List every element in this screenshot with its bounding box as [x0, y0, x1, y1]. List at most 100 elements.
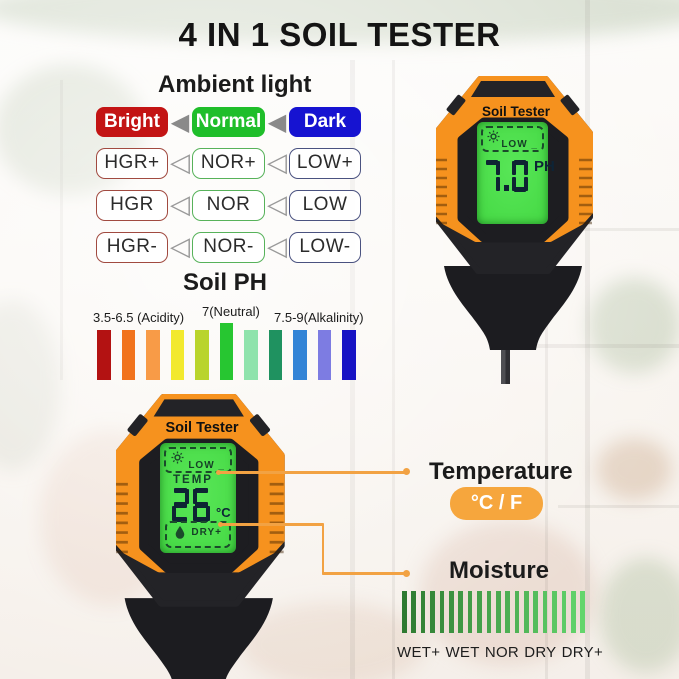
callout-dot: [403, 569, 410, 577]
temperature-heading: Temperature: [429, 458, 573, 485]
moisture-bar: [411, 591, 416, 633]
light-status: LOW _: [501, 139, 538, 150]
moisture-bar: [477, 591, 482, 633]
right-plant-upper: [588, 278, 679, 373]
ph-bar: [317, 330, 331, 380]
arrow-left-icon: ◀: [267, 107, 287, 136]
moisture-bar: [495, 591, 501, 633]
callout-dot: [218, 521, 223, 527]
decimal-point: [504, 185, 509, 191]
right-plant-lower: [600, 558, 679, 673]
cell-low-plus: LOW+: [289, 147, 361, 179]
celsius-fahrenheit-badge: °C / F: [450, 487, 543, 520]
shelf-line: [558, 505, 679, 508]
ph-bar: [121, 330, 135, 380]
callout-dot: [403, 468, 410, 475]
moisture-bar: [552, 591, 557, 633]
callout-dot: [216, 469, 221, 475]
ph-bar: [293, 330, 307, 380]
moisture-callout-line: [321, 572, 408, 575]
arrow-outline-icon: ◁: [170, 232, 190, 262]
ph-bar: [219, 323, 233, 380]
device-bottom-screen: LOW _ TEMP °C DRY+: [160, 443, 236, 553]
sun-icon: [487, 130, 500, 143]
moisture-bar: [430, 591, 435, 633]
left-plant: [0, 300, 60, 470]
ph-bar: [342, 330, 356, 380]
ph-value-digits: [484, 160, 532, 192]
temp-value-row: °C: [172, 488, 231, 522]
moisture-scale-bars: [402, 591, 586, 633]
moisture-heading: Moisture: [449, 557, 550, 584]
moisture-bar: [571, 591, 576, 633]
cell-low-minus: LOW-: [289, 231, 361, 263]
temp-unit: °C: [216, 505, 231, 520]
temperature-callout-line: [219, 471, 407, 474]
ph-unit: PH: [534, 158, 555, 175]
moisture-bar: [505, 591, 510, 633]
scale-label-dry: DRY: [524, 644, 557, 661]
light-indicator-box: LOW _: [481, 126, 544, 152]
arrow-outline-icon: ◁: [170, 148, 190, 178]
moisture-bar: [542, 591, 548, 633]
moisture-bar: [402, 591, 407, 633]
ph-bar: [146, 330, 160, 380]
arrow-outline-icon: ◁: [267, 190, 287, 220]
cell-hgr-plus: HGR+: [96, 147, 168, 179]
sun-icon: [171, 451, 184, 464]
light-indicator-box: LOW _: [164, 447, 232, 473]
wicker-basket: [596, 438, 672, 500]
ph-bar: [244, 330, 258, 380]
temp-value-digits: [172, 488, 214, 522]
moisture-bar: [514, 591, 520, 633]
device-top-label: Soil Tester: [481, 104, 551, 119]
moisture-bar: [486, 591, 492, 633]
ph-bar: [97, 330, 111, 380]
top-inset: [471, 81, 555, 97]
top-inset: [153, 399, 244, 417]
seven-segment-digit: [512, 160, 528, 192]
moisture-status: DRY+: [191, 527, 222, 538]
device-neck: [124, 598, 273, 679]
moisture-callout-line: [221, 523, 324, 526]
ph-value-row: PH: [484, 158, 555, 192]
seven-segment-digit: [484, 160, 500, 192]
scale-label-wet: WET: [445, 644, 480, 661]
window-frame-line: [392, 60, 395, 679]
moisture-bar: [467, 591, 473, 633]
cell-nor: NOR: [192, 189, 265, 221]
moisture-bar: [524, 591, 529, 633]
ph-bar: [268, 330, 282, 380]
scale-label-dry-plus: DRY+: [561, 644, 603, 661]
moisture-bar: [533, 591, 539, 633]
ph-color-scale: [97, 323, 356, 380]
arrow-left-icon: ◀: [170, 107, 190, 136]
arrow-outline-icon: ◁: [267, 148, 287, 178]
moisture-bar: [439, 591, 445, 633]
arrow-outline-icon: ◁: [267, 232, 287, 262]
ph-bar: [195, 330, 209, 380]
ph-bar: [170, 330, 184, 380]
arrow-outline-icon: ◁: [170, 190, 190, 220]
scale-label-nor: NOR: [484, 644, 520, 661]
soil-ph-heading: Soil PH: [182, 269, 267, 296]
bright-badge: Bright: [96, 106, 168, 137]
seven-segment-digit: [193, 488, 210, 522]
ambient-light-heading: Ambient light: [158, 71, 312, 98]
page-title: 4 IN 1 SOIL TESTER: [178, 16, 501, 53]
cell-nor-minus: NOR-: [192, 231, 265, 263]
moisture-bar: [448, 591, 454, 633]
neutral-label: 7(Neutral): [202, 304, 260, 319]
device-bottom-label: Soil Tester: [165, 420, 239, 436]
cell-hgr: HGR: [96, 189, 168, 221]
scale-label-wet-plus: WET+: [397, 644, 441, 661]
moisture-scale-labels: WET+ WET NOR DRY DRY+: [397, 644, 603, 661]
device-top-screen: LOW _ PH: [477, 122, 555, 224]
seven-segment-digit: [172, 488, 189, 522]
dark-badge: Dark: [289, 106, 361, 137]
moisture-bar: [561, 591, 567, 633]
temp-label: TEMP: [173, 474, 213, 486]
moisture-bar: [580, 591, 586, 633]
ambient-light-table: Bright ◀ Normal ◀ Dark HGR+ ◁ NOR+ ◁ LOW…: [96, 106, 361, 263]
